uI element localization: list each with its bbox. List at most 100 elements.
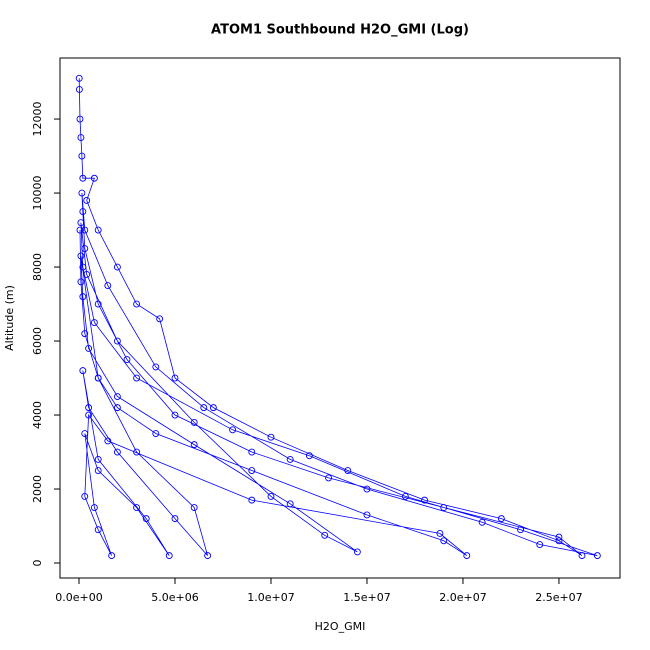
data-point	[478, 518, 486, 526]
plot-frame	[59, 57, 621, 579]
data-point	[75, 74, 83, 82]
data-point	[363, 485, 371, 493]
data-point	[248, 496, 256, 504]
data-point	[248, 467, 256, 474]
data-point	[463, 552, 471, 560]
data-point	[85, 404, 93, 412]
data-point	[133, 504, 141, 511]
y-tick-label: 0	[31, 560, 44, 567]
data-point	[133, 300, 141, 308]
data-point	[171, 411, 179, 419]
data-point	[75, 85, 83, 93]
data-point	[209, 404, 217, 412]
data-point	[497, 515, 505, 523]
data-point	[578, 552, 586, 560]
data-point	[113, 337, 121, 345]
data-point	[94, 300, 102, 308]
data-point	[190, 441, 198, 449]
data-point	[113, 404, 121, 412]
data-point	[190, 504, 198, 511]
chart-title: ATOM1 Southbound H2O_GMI (Log)	[211, 23, 469, 38]
data-point	[108, 552, 116, 560]
data-point	[77, 278, 85, 286]
data-point	[440, 537, 448, 545]
data-point	[94, 467, 102, 474]
data-point	[76, 226, 84, 234]
data-point	[344, 467, 352, 474]
data-point	[90, 174, 98, 182]
data-point	[353, 548, 361, 556]
data-point	[77, 134, 85, 141]
data-point	[83, 196, 91, 204]
data-point	[593, 552, 601, 560]
data-point	[142, 515, 150, 523]
y-tick-label: 12000	[31, 102, 44, 137]
x-tick-label: 1.0e+07	[247, 591, 294, 604]
data-point	[94, 526, 102, 534]
data-point	[85, 344, 93, 352]
data-point	[440, 504, 448, 511]
data-point	[81, 226, 89, 234]
data-point	[286, 500, 294, 508]
data-point	[133, 448, 141, 456]
data-point	[267, 433, 275, 441]
data-point	[421, 496, 429, 504]
data-point	[94, 226, 102, 234]
data-point	[200, 404, 208, 412]
data-point	[76, 115, 84, 123]
y-tick-label: 10000	[31, 176, 44, 211]
data-point	[79, 293, 87, 301]
x-tick-label: 0.0e+00	[55, 591, 102, 604]
data-point	[204, 552, 212, 560]
data-point	[78, 152, 86, 160]
data-point	[555, 537, 563, 545]
data-point	[113, 448, 121, 456]
data-point	[79, 208, 87, 215]
data-point	[94, 374, 102, 382]
data-point	[77, 219, 85, 227]
data-point	[83, 270, 91, 278]
series-line	[78, 78, 598, 556]
data-point	[436, 529, 444, 537]
y-tick-label: 8000	[31, 253, 44, 281]
data-point	[152, 430, 160, 437]
data-point	[113, 263, 121, 271]
data-point	[79, 367, 87, 375]
x-tick-label: 2.5e+07	[535, 591, 582, 604]
data-point	[267, 492, 275, 500]
data-point	[90, 319, 98, 326]
data-point	[286, 455, 294, 463]
data-point	[79, 263, 87, 271]
data-point	[555, 533, 563, 541]
y-tick-label: 4000	[31, 401, 44, 429]
data-point	[85, 411, 93, 419]
x-tick-label: 5.0e+06	[151, 591, 198, 604]
data-point	[363, 511, 371, 519]
data-point	[229, 426, 237, 434]
data-point	[190, 418, 198, 426]
data-point	[248, 448, 256, 456]
data-point	[104, 282, 112, 289]
data-point	[104, 437, 112, 445]
data-point	[79, 174, 87, 182]
x-tick-label: 1.5e+07	[343, 591, 390, 604]
data-point	[81, 492, 89, 500]
y-tick-label: 2000	[31, 475, 44, 503]
data-point	[536, 541, 544, 548]
data-point	[77, 252, 85, 260]
data-point	[325, 474, 333, 482]
data-point	[94, 455, 102, 463]
data-point	[113, 393, 121, 400]
data-point	[305, 452, 313, 460]
data-point	[81, 330, 89, 338]
data-point	[78, 189, 86, 197]
x-axis-label: H2O_GMI	[315, 620, 366, 633]
data-point	[517, 526, 525, 534]
data-point	[171, 515, 179, 523]
data-point	[401, 492, 409, 500]
data-point	[165, 552, 173, 560]
data-point	[321, 531, 329, 539]
data-point	[81, 430, 89, 437]
